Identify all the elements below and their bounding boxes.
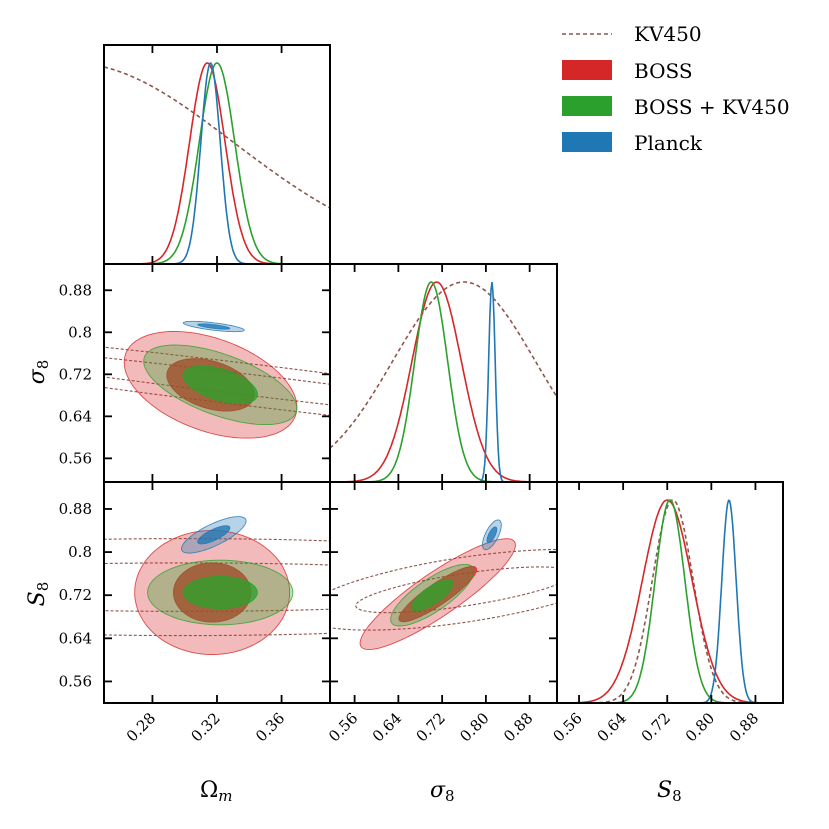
y-tick-label: 0.88 (59, 281, 92, 299)
legend-boss-swatch (562, 60, 612, 80)
curve-planck-s8 (557, 499, 783, 703)
xlabel-sigma8: σ8 (430, 778, 455, 805)
x-tick-label: 0.80 (456, 709, 492, 745)
legend: KV450 BOSS BOSS + KV450 Planck (562, 22, 790, 155)
panel-omega-m-sigma8: 0.56 0.64 0.72 0.8 0.88 (59, 263, 331, 483)
panel-frame (556, 481, 784, 704)
panel-frame (329, 263, 558, 483)
curve-boss-kv450-omega-m (104, 62, 330, 264)
ylabel-s8: S8 (25, 582, 52, 607)
panel-sigma8-1d (329, 263, 558, 483)
x-tick-label: 0.36 (252, 709, 288, 745)
y-tick-label: 0.56 (59, 449, 92, 467)
curve-planck-omega-m (104, 62, 330, 264)
xlabel-omega-m: Ωm (200, 778, 232, 805)
y-tick-label: 0.72 (59, 586, 92, 604)
x-tick-label: 0.56 (550, 709, 586, 745)
svg-text:Ωm: Ωm (200, 778, 232, 805)
curve-boss-omega-m (104, 62, 330, 264)
contour-planck-inner (486, 526, 498, 544)
contour-planck-inner (197, 525, 231, 545)
xlabel-s8: S8 (657, 778, 682, 805)
x-tick-label: 0.64 (369, 709, 405, 745)
y-tick-label: 0.8 (68, 543, 92, 561)
legend-kv450-label: KV450 (634, 22, 702, 46)
contour-boss-kv450-inner (182, 365, 258, 405)
curve-kv450-sigma8 (330, 281, 557, 449)
x-tick-label: 0.28 (123, 709, 159, 745)
contour-kv450-outer (104, 346, 330, 416)
x-tick-label: 0.72 (413, 709, 449, 745)
curve-boss-kv450-s8 (557, 499, 783, 703)
svg-text:S8: S8 (657, 778, 682, 805)
panel-omega-m-1d (103, 44, 331, 265)
y-tick-label: 0.56 (59, 672, 92, 690)
contour-boss-kv450-inner (182, 575, 258, 610)
legend-planck-label: Planck (634, 131, 703, 155)
y-tick-label: 0.8 (68, 323, 92, 341)
legend-planck-swatch (562, 132, 612, 152)
contour-kv450-outer (104, 538, 330, 637)
legend-boss-label: BOSS (634, 59, 693, 83)
x-tick-label: 0.32 (187, 709, 223, 745)
curve-planck-sigma8 (330, 282, 557, 482)
curve-boss-sigma8 (330, 281, 557, 482)
y-tick-label: 0.72 (59, 365, 92, 383)
y-tick-label: 0.64 (59, 629, 92, 647)
legend-boss-kv450-label: BOSS + KV450 (634, 95, 790, 119)
svg-text:σ8: σ8 (430, 778, 455, 805)
svg-text:S8: S8 (25, 582, 52, 607)
panel-omega-m-s8: 0.28 0.32 0.36 0.56 0.64 0.72 0.8 0.88 (59, 481, 331, 745)
panel-frame (103, 44, 331, 265)
panel-s8-1d: 0.56 0.64 0.72 0.80 0.88 (550, 481, 784, 745)
x-tick-label: 0.80 (682, 709, 718, 745)
ylabel-sigma8: σ8 (25, 360, 52, 385)
curve-boss-s8 (557, 499, 783, 703)
x-tick-label: 0.88 (500, 709, 536, 745)
svg-text:σ8: σ8 (25, 360, 52, 385)
curve-boss-kv450-sigma8 (330, 281, 557, 482)
curve-kv450-s8 (557, 499, 783, 703)
legend-boss-kv450-swatch (562, 96, 612, 116)
contour-boss-kv450-inner (410, 579, 454, 612)
y-tick-label: 0.88 (59, 500, 92, 518)
x-tick-label: 0.88 (726, 709, 762, 745)
y-tick-label: 0.64 (59, 407, 92, 425)
x-tick-label: 0.72 (638, 709, 674, 745)
contour-kv450-inner (355, 566, 557, 614)
x-tick-label: 0.56 (325, 709, 361, 745)
contour-planck-inner (197, 323, 231, 330)
panel-sigma8-s8: 0.56 0.64 0.72 0.80 0.88 (325, 481, 558, 745)
x-tick-label: 0.64 (594, 709, 630, 745)
